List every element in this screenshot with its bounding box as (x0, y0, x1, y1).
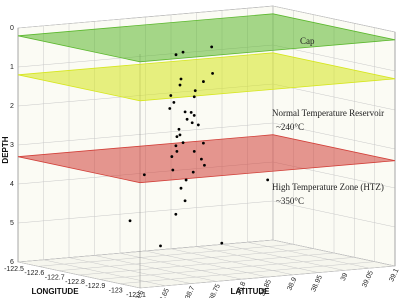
hypocenter-point (211, 71, 214, 75)
hypocenter-point (171, 168, 175, 172)
hypocenter-point (190, 121, 194, 125)
hypocenter-point (192, 95, 196, 99)
y-tick-label: 38.7 (184, 285, 196, 298)
hypocenter-point (196, 123, 200, 127)
hypocenter-point (175, 135, 179, 139)
hypocenter-point (192, 149, 196, 153)
y-tick-label: 38.85 (259, 279, 273, 298)
hypocenter-point (202, 141, 205, 145)
x-tick-label: -122.6 (24, 270, 44, 277)
y-tick-label: 38.6 (133, 290, 145, 298)
hypocenter-point (172, 101, 176, 104)
hypocenter-point (177, 127, 181, 131)
hypocenter-point (183, 110, 187, 114)
grid-line (145, 250, 268, 278)
hypocenter-point (192, 113, 196, 117)
x-tick-label: -122.7 (45, 275, 65, 282)
x-tick-label: -122.8 (65, 279, 85, 286)
x-tick-label: -122.5 (4, 266, 24, 273)
grid-line (119, 252, 243, 280)
y-tick-label: 39.1 (388, 268, 400, 283)
hypocenter-point (200, 157, 203, 161)
hypocenter-point (169, 94, 173, 97)
z-tick-label: 1 (10, 64, 14, 71)
grid-line (272, 239, 396, 267)
grid-line (196, 246, 319, 273)
grid-line (170, 248, 294, 276)
hypocenter-point (220, 241, 224, 245)
hypocenter-point (183, 199, 187, 203)
y-axis-label: LATITUDE (231, 287, 271, 296)
hypocenter-point (191, 170, 195, 174)
grid-line (247, 241, 370, 269)
z-tick-label: 5 (10, 220, 14, 227)
hypocenter-point (178, 83, 182, 87)
grid-line (43, 259, 166, 287)
grid-line (68, 257, 192, 284)
z-tick-label: 6 (10, 259, 14, 266)
hypocenter-point (159, 244, 162, 248)
hypocenter-point (178, 133, 182, 137)
hypocenter-point (185, 117, 189, 121)
hypocenter-point (203, 163, 206, 167)
hypocenter-point (181, 50, 185, 54)
hypocenter-point (210, 45, 214, 49)
hypocenter-point (193, 89, 197, 93)
y-tick-label: 38.75 (208, 283, 222, 298)
x-axis-label: LONGITUDE (31, 287, 79, 296)
hypocenter-point (189, 110, 193, 114)
hypocenter-point (181, 141, 185, 145)
surface-note: ~240°C (276, 122, 304, 132)
hypocenter-point (179, 77, 183, 81)
hypocenter-point (128, 219, 132, 223)
z-tick-label: 3 (10, 142, 14, 149)
surface-note: ~350°C (276, 196, 304, 206)
hypocenter-point (266, 178, 270, 182)
x-tick-label: -122.9 (85, 283, 105, 290)
hypocenter-point (170, 155, 174, 158)
x-tick-label: -123 (109, 288, 123, 295)
z-tick-label: 0 (10, 25, 14, 32)
hypocenter-point (168, 107, 172, 110)
y-tick-label: 39 (340, 272, 350, 282)
z-tick-label: 2 (10, 103, 14, 110)
hypocenter-point (202, 80, 205, 83)
y-tick-label: 38.9 (286, 276, 298, 291)
depth-surface (17, 13, 396, 63)
surface-label: Normal Temperature Reservoir (272, 108, 384, 118)
surface-label: Cap (300, 36, 315, 46)
hypocenter-point (179, 186, 183, 190)
hypocenter-point (174, 144, 178, 148)
hypocenter-point (184, 178, 188, 182)
x-tick-label: -123.1 (126, 292, 146, 298)
hypocenter-point (142, 173, 146, 177)
surface-label: High Temperature Zone (HTZ) (272, 182, 384, 192)
y-tick-label: 39.05 (361, 270, 375, 289)
grid-line (17, 261, 141, 289)
hypocenter-point (174, 212, 178, 216)
y-tick-label: 38.65 (157, 287, 171, 298)
depth-surface (17, 134, 396, 184)
z-tick-label: 4 (10, 181, 14, 188)
grid-line (221, 244, 345, 271)
depth-surface (17, 52, 396, 102)
hypocenter-point (175, 149, 179, 153)
grid-line (94, 255, 217, 282)
hypocenter-point (174, 53, 178, 57)
z-axis-label: DEPTH (1, 136, 10, 163)
y-tick-label: 38.95 (310, 274, 324, 293)
